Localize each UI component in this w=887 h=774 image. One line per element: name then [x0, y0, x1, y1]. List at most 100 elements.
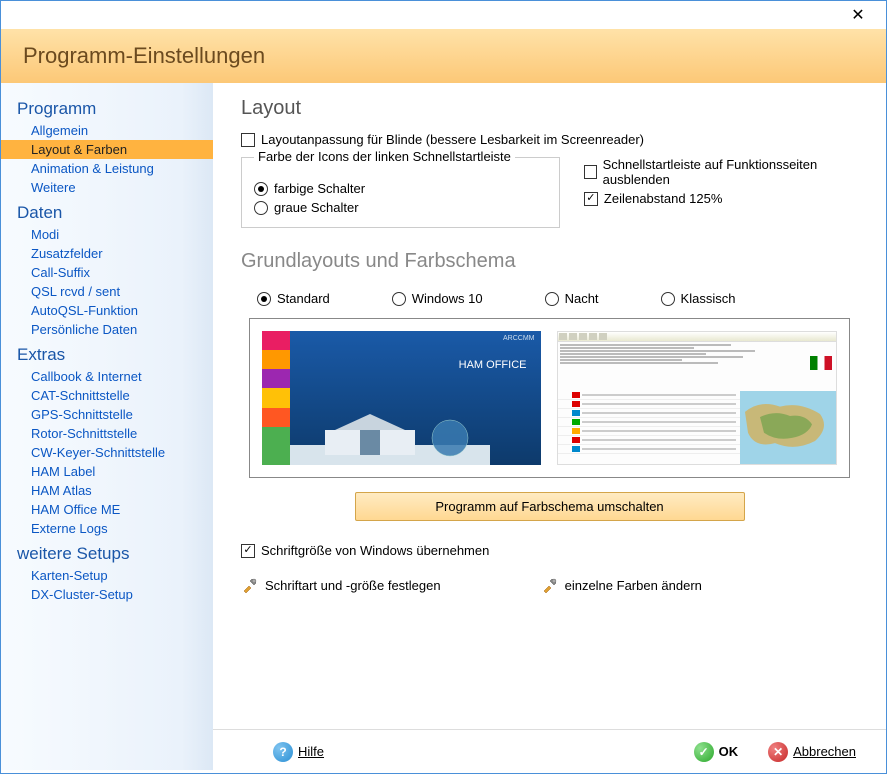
preview-tile: [262, 369, 290, 388]
sidebar-item[interactable]: Rotor-Schnittstelle: [1, 424, 213, 443]
radio-icon-color[interactable]: graue Schalter: [254, 200, 515, 215]
tools-icon: [241, 576, 259, 594]
sidebar-group-title: Programm: [1, 93, 213, 121]
sidebar-item[interactable]: Call-Suffix: [1, 263, 213, 282]
preview-building-icon: [290, 410, 490, 465]
sidebar-group-title: Daten: [1, 197, 213, 225]
radio-icon: [392, 292, 406, 306]
checkbox-label: Schriftgröße von Windows übernehmen: [261, 543, 489, 558]
preview-badge: ARCCMM: [503, 335, 535, 342]
radio-label: farbige Schalter: [274, 181, 365, 196]
preview-tile: [262, 408, 290, 427]
sidebar-item[interactable]: QSL rcvd / sent: [1, 282, 213, 301]
preview-tile: [262, 446, 290, 465]
set-colors-link[interactable]: einzelne Farben ändern: [541, 576, 702, 594]
sidebar-item[interactable]: CW-Keyer-Schnittstelle: [1, 443, 213, 462]
preview-list-row: [558, 391, 741, 400]
preview-list-row: [558, 409, 741, 418]
preview-tile: [262, 331, 290, 350]
radio-icon: [254, 182, 268, 196]
tools-icon: [541, 576, 559, 594]
sidebar-item[interactable]: HAM Label: [1, 462, 213, 481]
button-label: Hilfe: [298, 744, 324, 759]
help-icon: ?: [273, 742, 293, 762]
group-legend: Farbe der Icons der linken Schnellstartl…: [254, 149, 515, 164]
set-font-link[interactable]: Schriftart und -größe festlegen: [241, 576, 441, 594]
scheme-preview: ARCCMM HAM OFFICE: [249, 318, 850, 478]
sidebar-item[interactable]: AutoQSL-Funktion: [1, 301, 213, 320]
preview-list-row: [558, 400, 741, 409]
sidebar-group-title: Extras: [1, 339, 213, 367]
preview-list-row: [558, 436, 741, 445]
checkbox-icon: [241, 544, 255, 558]
checkbox-inherit-font[interactable]: Schriftgröße von Windows übernehmen: [241, 543, 858, 558]
checkbox-label: Layoutanpassung für Blinde (bessere Lesb…: [261, 132, 644, 147]
preview-app-label: HAM OFFICE: [459, 359, 527, 371]
sidebar-item[interactable]: Weitere: [1, 178, 213, 197]
sidebar-item[interactable]: Karten-Setup: [1, 566, 213, 585]
sidebar-group-title: weitere Setups: [1, 538, 213, 566]
page-title: Programm-Einstellungen: [23, 43, 864, 69]
checkbox-label: Schnellstartleiste auf Funktionsseiten a…: [603, 157, 858, 187]
radio-label: Standard: [277, 291, 330, 306]
cancel-button[interactable]: ✕ Abbrechen: [768, 742, 856, 762]
checkbox-icon: [584, 165, 597, 179]
link-label: einzelne Farben ändern: [565, 578, 702, 593]
checkbox-icon: [241, 133, 255, 147]
radio-scheme[interactable]: Standard: [257, 291, 330, 306]
content-pane: Layout Layoutanpassung für Blinde (besse…: [213, 83, 886, 770]
header: Programm-Einstellungen: [1, 29, 886, 83]
icon-color-group: Farbe der Icons der linken Schnellstartl…: [241, 157, 560, 228]
checkbox-hide-quickstart[interactable]: Schnellstartleiste auf Funktionsseiten a…: [584, 157, 858, 187]
radio-icon: [257, 292, 271, 306]
checkbox-label: Zeilenabstand 125%: [604, 191, 723, 206]
sidebar-item[interactable]: Animation & Leistung: [1, 159, 213, 178]
link-label: Schriftart und -größe festlegen: [265, 578, 441, 593]
help-button[interactable]: ? Hilfe: [273, 742, 324, 762]
preview-list-row: [558, 445, 741, 454]
sidebar-item[interactable]: HAM Atlas: [1, 481, 213, 500]
sidebar-item[interactable]: GPS-Schnittstelle: [1, 405, 213, 424]
section-title-layout: Layout: [241, 97, 858, 120]
radio-label: Windows 10: [412, 291, 483, 306]
sidebar-item[interactable]: Layout & Farben: [1, 140, 213, 159]
radio-scheme[interactable]: Windows 10: [392, 291, 483, 306]
sidebar-item[interactable]: Callbook & Internet: [1, 367, 213, 386]
button-label: OK: [719, 744, 739, 759]
cancel-icon: ✕: [768, 742, 788, 762]
preview-map-icon: [740, 391, 836, 464]
sidebar-item[interactable]: HAM Office ME: [1, 500, 213, 519]
preview-left: ARCCMM HAM OFFICE: [262, 331, 541, 465]
button-label: Abbrechen: [793, 744, 856, 759]
radio-icon-color[interactable]: farbige Schalter: [254, 181, 515, 196]
ok-button[interactable]: ✓ OK: [694, 742, 739, 762]
preview-tile: [262, 350, 290, 369]
radio-icon: [661, 292, 675, 306]
radio-icon: [545, 292, 559, 306]
close-button[interactable]: ✕: [838, 5, 878, 25]
section-title-scheme: Grundlayouts und Farbschema: [241, 250, 858, 273]
preview-list-row: [558, 418, 741, 427]
ok-icon: ✓: [694, 742, 714, 762]
preview-list-row: [558, 427, 741, 436]
sidebar-item[interactable]: Modi: [1, 225, 213, 244]
flag-icon: [810, 356, 832, 370]
sidebar-item[interactable]: DX-Cluster-Setup: [1, 585, 213, 604]
sidebar-item[interactable]: Persönliche Daten: [1, 320, 213, 339]
sidebar-item[interactable]: Zusatzfelder: [1, 244, 213, 263]
checkbox-icon: [584, 192, 598, 206]
checkbox-line-spacing[interactable]: Zeilenabstand 125%: [584, 191, 858, 206]
apply-scheme-button[interactable]: Programm auf Farbschema umschalten: [355, 492, 745, 521]
radio-scheme[interactable]: Klassisch: [661, 291, 736, 306]
sidebar-item[interactable]: Externe Logs: [1, 519, 213, 538]
radio-scheme[interactable]: Nacht: [545, 291, 599, 306]
footer: ? Hilfe ✓ OK ✕ Abbrechen: [213, 729, 886, 773]
sidebar-item[interactable]: Allgemein: [1, 121, 213, 140]
radio-label: graue Schalter: [274, 200, 359, 215]
checkbox-blind-layout[interactable]: Layoutanpassung für Blinde (bessere Lesb…: [241, 132, 858, 147]
radio-label: Nacht: [565, 291, 599, 306]
radio-icon: [254, 201, 268, 215]
sidebar: ProgrammAllgemeinLayout & FarbenAnimatio…: [1, 83, 213, 770]
sidebar-item[interactable]: CAT-Schnittstelle: [1, 386, 213, 405]
preview-tile: [262, 427, 290, 446]
